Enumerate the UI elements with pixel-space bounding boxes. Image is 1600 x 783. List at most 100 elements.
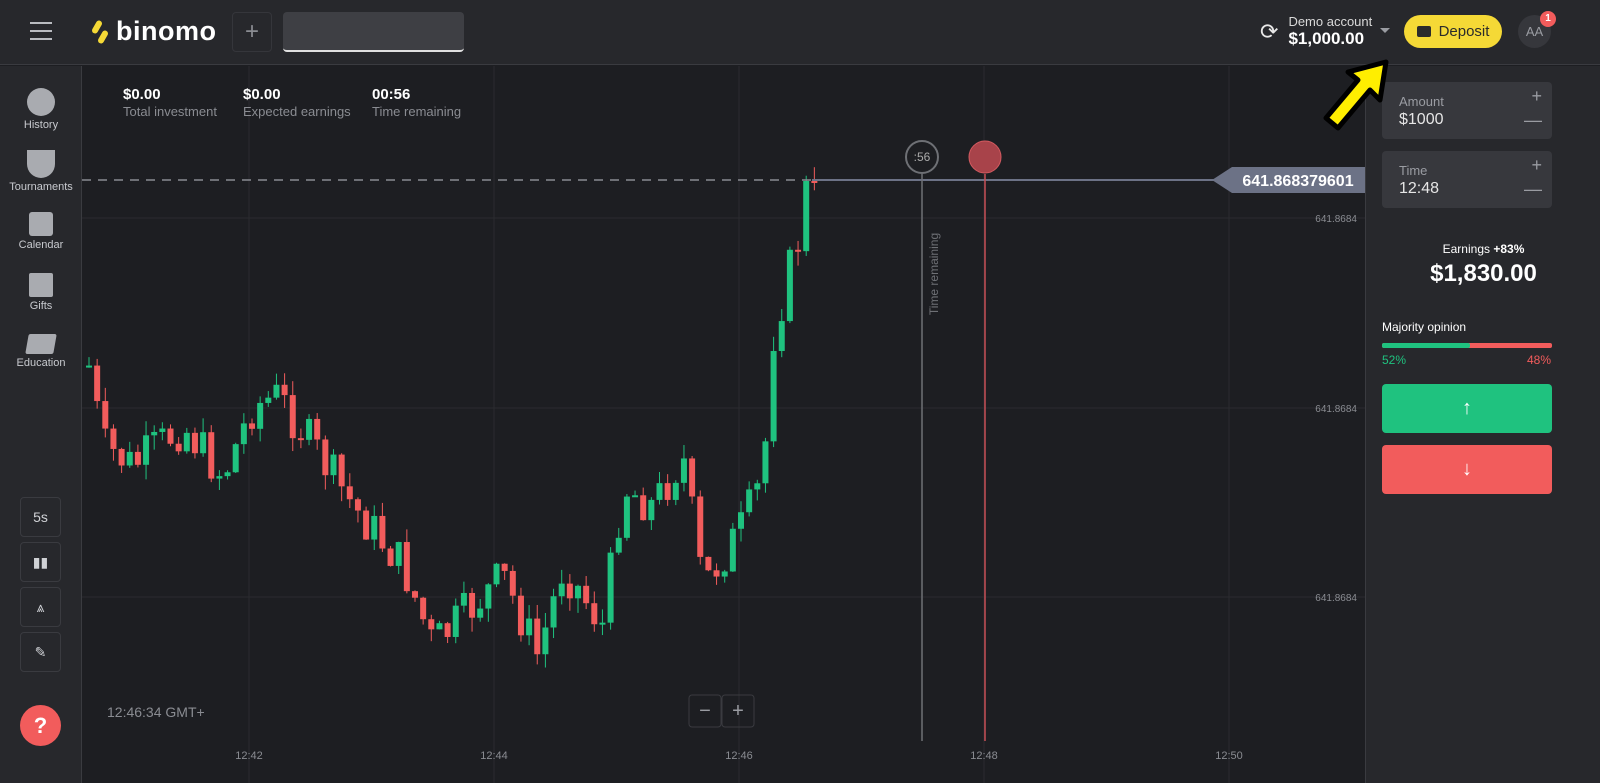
sidebar-item-tournaments[interactable]: Tournaments (0, 150, 82, 193)
candle-body (143, 435, 150, 465)
asset-tab[interactable] (283, 12, 464, 52)
candle-body (738, 512, 744, 529)
candle-body (591, 603, 598, 625)
candle-body (648, 499, 655, 521)
time-remaining-label: Time remaining (927, 233, 941, 315)
candle-body (623, 496, 630, 538)
sidebar-item-gifts[interactable]: Gifts (0, 273, 82, 312)
time-field[interactable]: Time 12:48 + — (1382, 151, 1552, 208)
price-tick: 641.8684 (1315, 593, 1357, 604)
logo-mark-icon (90, 18, 110, 46)
amount-value[interactable]: $1000 (1399, 111, 1444, 128)
candle-body (167, 428, 174, 444)
add-asset-button[interactable]: + (232, 12, 272, 52)
candle-body (607, 552, 614, 623)
pencil-icon[interactable]: ✎ (20, 632, 61, 672)
down-pct: 48% (1526, 353, 1551, 367)
zoom-in-button[interactable] (721, 694, 755, 728)
candle-body (354, 499, 361, 511)
top-bar: binomo + ⟳ Demo account $1,000.00 Deposi… (0, 0, 1600, 65)
sidebar: History Tournaments Calendar Gifts Educa… (0, 66, 82, 783)
candle-body (770, 351, 777, 442)
sidebar-item-label: Calendar (18, 239, 64, 251)
majority-bar (1382, 343, 1552, 348)
graduation-cap-icon (25, 334, 57, 354)
candle-body (249, 423, 255, 429)
trade-panel: Amount $1000 + — Time 12:48 + — Earnings +83% … (1365, 66, 1600, 783)
candle-body (493, 563, 500, 585)
sidebar-item-label: Education (16, 357, 66, 369)
time-label: Time (1399, 163, 1428, 178)
sidebar-item-history[interactable]: History (0, 88, 82, 131)
candle-body (102, 401, 109, 429)
help-button[interactable]: ? (20, 705, 61, 746)
down-button[interactable]: ↓ (1382, 445, 1552, 494)
time-tick: 12:50 (1215, 750, 1243, 762)
stat-value: $0.00 (123, 86, 161, 103)
time-tick: 12:46 (725, 750, 753, 762)
menu-icon[interactable] (30, 22, 52, 46)
plus-icon[interactable]: + (1531, 86, 1542, 106)
candle-body (110, 428, 117, 449)
candle-body (550, 596, 557, 628)
stat-label: Time remaining (372, 104, 462, 119)
candle-body (428, 619, 435, 630)
candle-body (126, 451, 133, 466)
indicators-icon[interactable]: ⩓ (20, 587, 61, 627)
candle-body (183, 432, 190, 452)
stat-label: Expected earnings (243, 104, 351, 119)
account-switcher[interactable]: ⟳ Demo account $1,000.00 (1260, 14, 1372, 49)
zoom-out-button[interactable] (688, 694, 722, 728)
deposit-button[interactable]: Deposit (1404, 15, 1502, 48)
candle-body (729, 528, 736, 572)
candle-body (208, 432, 215, 479)
candle-body (338, 454, 345, 487)
minus-icon[interactable]: — (1524, 179, 1542, 199)
timeframe-button[interactable]: 5s (20, 497, 61, 537)
candle-body (134, 451, 141, 465)
minus-icon[interactable]: — (1524, 110, 1542, 130)
candle-body (534, 618, 541, 655)
up-button[interactable]: ↑ (1382, 384, 1552, 433)
candle-body (575, 585, 581, 599)
zoom-in-button-label: + (732, 700, 744, 722)
earnings-value: $1,830.00 (1430, 260, 1537, 287)
candle-body (306, 418, 313, 440)
price-tick: 641.8684 (1315, 214, 1357, 225)
sync-icon[interactable]: ⟳ (1260, 18, 1279, 44)
stat-value: 00:56 (372, 86, 411, 103)
sidebar-item-calendar[interactable]: Calendar (0, 212, 82, 251)
majority-up-fill (1382, 343, 1471, 348)
candle-body (265, 397, 272, 403)
candle-body (224, 472, 231, 477)
candle-body (501, 563, 508, 571)
countdown-text: :56 (914, 150, 931, 164)
candle-body (346, 486, 353, 500)
plus-icon[interactable]: + (1531, 155, 1542, 175)
candle-body (664, 483, 671, 500)
calendar-icon (29, 212, 53, 236)
chevron-down-icon[interactable] (1380, 28, 1390, 33)
candle-body (281, 384, 288, 396)
candle-body (151, 431, 158, 436)
logo[interactable]: binomo (90, 16, 216, 47)
notification-badge: 1 (1540, 11, 1556, 27)
candle-body (599, 622, 606, 625)
candle-body (656, 483, 663, 500)
candle-body (330, 454, 337, 476)
candle-body (322, 439, 329, 476)
price-chart[interactable]: 641.8684 641.8684 641.8684 12:42 12:44 12:46 1… (82, 66, 1365, 783)
candle-body (240, 423, 247, 445)
candle-body (542, 627, 549, 655)
sidebar-item-education[interactable]: Education (0, 334, 82, 369)
amount-label: Amount (1399, 94, 1444, 109)
earnings-text: Earnings (1442, 242, 1490, 256)
candles-icon[interactable]: ▮▮ (20, 542, 61, 582)
candle-body (477, 608, 484, 618)
time-tick: 12:48 (970, 750, 998, 762)
candle-body (672, 482, 679, 500)
time-value[interactable]: 12:48 (1399, 180, 1440, 197)
candle-body (159, 428, 166, 432)
amount-field[interactable]: Amount $1000 + — (1382, 82, 1552, 139)
price-tick: 641.8684 (1315, 404, 1357, 415)
